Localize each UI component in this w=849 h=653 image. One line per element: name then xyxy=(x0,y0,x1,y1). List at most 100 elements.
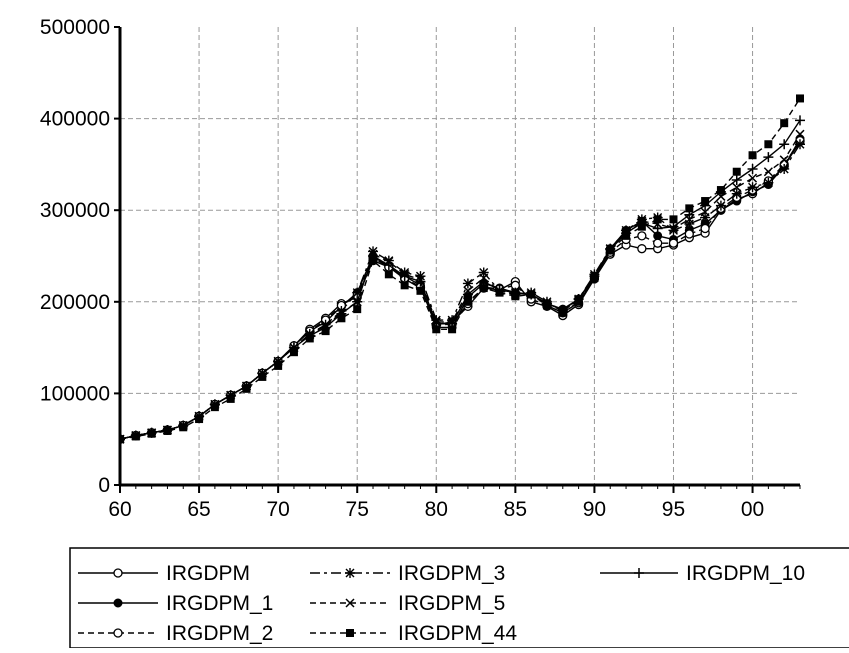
data-point-irgdpm-44 xyxy=(289,348,298,357)
data-point-irgdpm-44 xyxy=(258,372,267,381)
x-tick-label: 75 xyxy=(346,498,369,521)
x-tick-label: 95 xyxy=(662,498,685,521)
data-point-irgdpm-5 xyxy=(763,167,773,177)
data-point-irgdpm-10 xyxy=(795,115,805,126)
data-point-irgdpm-44 xyxy=(400,281,409,290)
data-point-irgdpm-44 xyxy=(574,297,583,306)
data-point-irgdpm-10 xyxy=(731,174,742,185)
data-point-irgdpm-10 xyxy=(747,163,758,174)
data-point-irgdpm-44 xyxy=(685,204,694,213)
legend-marker-irgdpm-2 xyxy=(113,628,123,638)
series-line-irgdpm-2 xyxy=(120,140,801,440)
x-tick-label: 65 xyxy=(187,498,210,521)
data-point-irgdpm xyxy=(637,244,647,254)
series-irgdpm-5 xyxy=(120,129,805,444)
data-point-irgdpm-44 xyxy=(558,308,567,317)
data-point-irgdpm-44 xyxy=(210,403,219,412)
x-tick-label: 70 xyxy=(266,498,289,521)
data-point-irgdpm-44 xyxy=(195,415,204,424)
data-point-irgdpm-44 xyxy=(337,314,346,323)
data-point-irgdpm-2 xyxy=(668,238,679,248)
data-point-irgdpm-44 xyxy=(716,186,725,195)
series-line-irgdpm-44 xyxy=(120,98,801,440)
data-point-irgdpm-3 xyxy=(462,278,473,289)
data-point-irgdpm-44 xyxy=(527,290,536,299)
data-point-irgdpm-10 xyxy=(383,260,394,271)
series-irgdpm-3 xyxy=(120,139,805,445)
series-irgdpm-44 xyxy=(120,94,804,444)
data-point-irgdpm-44 xyxy=(274,361,283,370)
data-point-irgdpm-10 xyxy=(415,276,426,287)
data-point-irgdpm-3 xyxy=(415,271,426,282)
legend-marker-irgdpm-10 xyxy=(634,568,644,578)
data-point-irgdpm-3 xyxy=(779,163,790,174)
series-line-irgdpm xyxy=(120,141,801,440)
series-irgdpm xyxy=(120,136,805,444)
data-point-irgdpm-44 xyxy=(432,325,441,334)
data-point-irgdpm-44 xyxy=(369,256,378,265)
data-point-irgdpm-44 xyxy=(511,292,520,301)
data-point-irgdpm-44 xyxy=(622,231,631,240)
data-point-irgdpm-44 xyxy=(448,325,457,334)
data-point-irgdpm-10 xyxy=(399,271,410,282)
data-point-irgdpm-3 xyxy=(715,200,726,211)
x-tick-label: 60 xyxy=(108,498,131,521)
data-point-irgdpm-44 xyxy=(384,270,393,279)
y-tick-label: 200000 xyxy=(40,291,110,314)
data-point-irgdpm-44 xyxy=(416,286,425,295)
data-point-irgdpm-44 xyxy=(242,384,251,393)
data-point-irgdpm-44 xyxy=(179,423,188,432)
legend-label-irgdpm: IRGDPM xyxy=(166,562,250,585)
data-point-irgdpm-44 xyxy=(321,327,330,336)
legend-label-irgdpm-1: IRGDPM_1 xyxy=(166,592,273,615)
data-point-irgdpm-5 xyxy=(779,155,789,165)
legend-marker-irgdpm-44 xyxy=(346,629,354,637)
series-irgdpm-2 xyxy=(120,135,805,444)
series-line-irgdpm-3 xyxy=(120,143,801,440)
data-point-irgdpm-3 xyxy=(352,287,363,298)
legend-marker-irgdpm-3 xyxy=(345,568,355,578)
x-tick-label: 90 xyxy=(583,498,606,521)
data-point-irgdpm-44 xyxy=(463,297,472,306)
data-point-irgdpm-2 xyxy=(637,231,647,241)
data-point-irgdpm-44 xyxy=(653,215,662,224)
y-tick-label: 500000 xyxy=(40,16,110,39)
data-point-irgdpm-5 xyxy=(748,173,758,183)
series-line-irgdpm-10 xyxy=(120,120,801,440)
data-point-irgdpm-2 xyxy=(700,223,710,234)
x-tick-label: 00 xyxy=(741,498,764,521)
data-point-irgdpm-3 xyxy=(478,267,489,278)
legend-label-irgdpm-44: IRGDPM_44 xyxy=(398,622,517,645)
data-point-irgdpm-10 xyxy=(763,152,774,163)
data-point-irgdpm-44 xyxy=(732,167,741,176)
data-point-irgdpm-5 xyxy=(700,207,710,217)
y-tick-label: 100000 xyxy=(40,382,110,405)
data-point-irgdpm-44 xyxy=(590,273,599,282)
series-line-irgdpm-1 xyxy=(120,138,801,440)
legend-marker-irgdpm-1 xyxy=(113,598,123,608)
data-point-irgdpm-44 xyxy=(748,151,757,160)
x-tick-label: 85 xyxy=(504,498,527,521)
data-point-irgdpm-2 xyxy=(684,229,694,239)
y-tick-label: 0 xyxy=(98,474,110,497)
data-point-irgdpm-3 xyxy=(731,188,742,199)
data-point-irgdpm-10 xyxy=(779,139,790,150)
data-point-irgdpm-44 xyxy=(163,426,172,435)
data-point-irgdpm-44 xyxy=(637,222,646,231)
data-point-irgdpm-2 xyxy=(653,238,663,248)
data-point-irgdpm-44 xyxy=(353,305,362,314)
x-tick-label: 80 xyxy=(425,498,448,521)
data-point-irgdpm-3 xyxy=(747,182,758,193)
series-irgdpm-1 xyxy=(120,134,805,444)
data-point-irgdpm-44 xyxy=(796,94,804,103)
data-point-irgdpm-10 xyxy=(652,223,663,234)
data-point-irgdpm-3 xyxy=(700,212,711,223)
legend-label-irgdpm-10: IRGDPM_10 xyxy=(686,562,805,585)
y-tick-label: 300000 xyxy=(40,199,110,222)
data-point-irgdpm-44 xyxy=(147,429,156,438)
data-point-irgdpm-3 xyxy=(795,139,805,150)
legend-marker-irgdpm xyxy=(113,568,123,578)
data-point-irgdpm-44 xyxy=(305,334,314,343)
